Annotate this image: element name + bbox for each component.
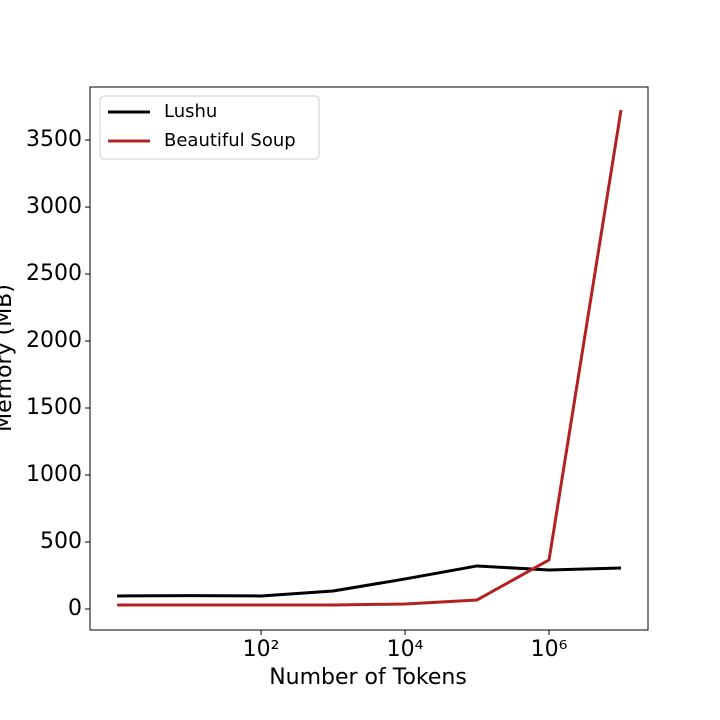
data-line bbox=[117, 109, 623, 607]
y-tick-label: 2000 bbox=[26, 328, 82, 353]
x-tick-label: 10⁴ bbox=[387, 637, 424, 662]
x-tick-label: 10⁶ bbox=[531, 637, 568, 662]
y-tick-label: 1000 bbox=[26, 462, 82, 487]
data-line bbox=[117, 564, 622, 598]
y-tick-label: 3500 bbox=[26, 127, 82, 152]
y-tick-label: 500 bbox=[40, 529, 82, 554]
y-tick-label: 2500 bbox=[26, 261, 82, 286]
legend-label: Lushu bbox=[164, 101, 217, 122]
legend-label: Beautiful Soup bbox=[164, 130, 296, 151]
x-axis-label: Number of Tokens bbox=[269, 665, 467, 690]
legend-box bbox=[99, 95, 320, 160]
y-tick-label: 3000 bbox=[26, 194, 82, 219]
plot-frame bbox=[89, 86, 649, 631]
x-tick-label: 10² bbox=[243, 637, 280, 662]
y-tick-label: 1500 bbox=[26, 395, 82, 420]
y-axis-label: Memory (MB) bbox=[0, 284, 17, 432]
y-tick-label: 0 bbox=[68, 596, 82, 621]
